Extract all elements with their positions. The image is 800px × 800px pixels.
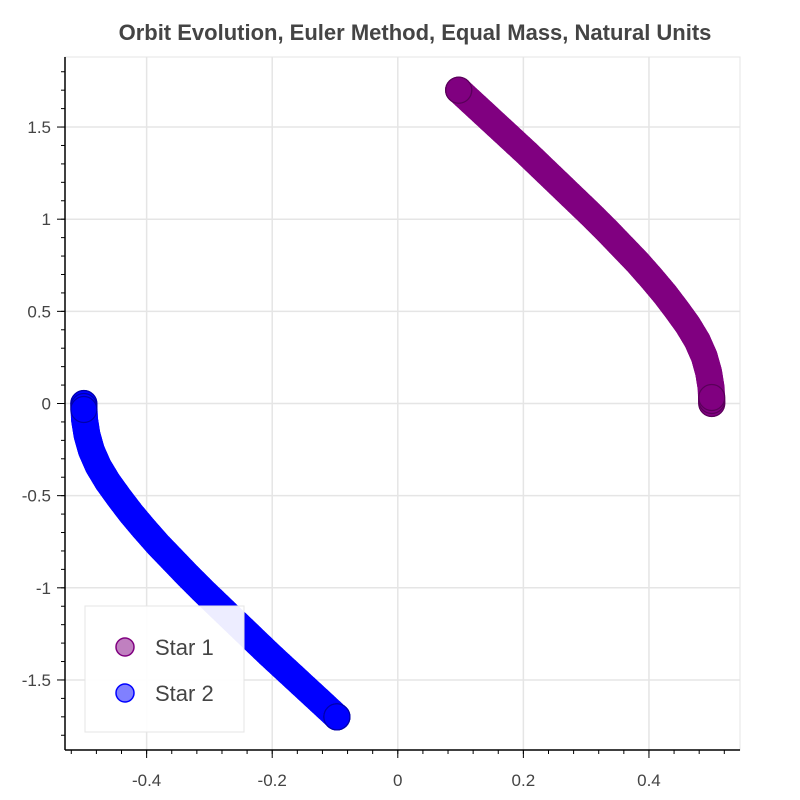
legend-box <box>84 605 245 733</box>
series-1-point <box>445 76 473 104</box>
legend[interactable]: Star 1 Star 2 <box>84 605 245 733</box>
x-tick-label: 0 <box>393 771 402 790</box>
x-tick-label: -0.2 <box>258 771 287 790</box>
x-tick-label: -0.4 <box>132 771 161 790</box>
y-tick-label: 0.5 <box>27 302 51 321</box>
axes: -0.4 -0.2 0 0.2 0.4 -1.5 -1 -0.5 0 0.5 1 1.5 <box>22 57 740 790</box>
series-layer <box>70 76 726 731</box>
y-tick-label: 1 <box>42 210 51 229</box>
y-tick-label: 1.5 <box>27 118 51 137</box>
series-1-point <box>698 383 726 412</box>
series-2-point <box>70 395 98 424</box>
legend-label-1: Star 1 <box>155 635 214 660</box>
series-1 <box>445 76 726 418</box>
y-tick-label: -0.5 <box>22 487 51 506</box>
legend-label-2: Star 2 <box>155 681 214 706</box>
legend-marker-1 <box>115 637 135 657</box>
legend-marker-2 <box>115 683 135 703</box>
y-tick-label: 0 <box>42 395 51 414</box>
x-tick-label: 0.4 <box>637 771 661 790</box>
y-tick-label: -1 <box>36 579 51 598</box>
chart-title: Orbit Evolution, Euler Method, Equal Mas… <box>119 20 712 45</box>
x-tick-label: 0.2 <box>512 771 536 790</box>
y-tick-label: -1.5 <box>22 671 51 690</box>
series-2-point <box>323 703 351 731</box>
series-2 <box>70 389 351 731</box>
